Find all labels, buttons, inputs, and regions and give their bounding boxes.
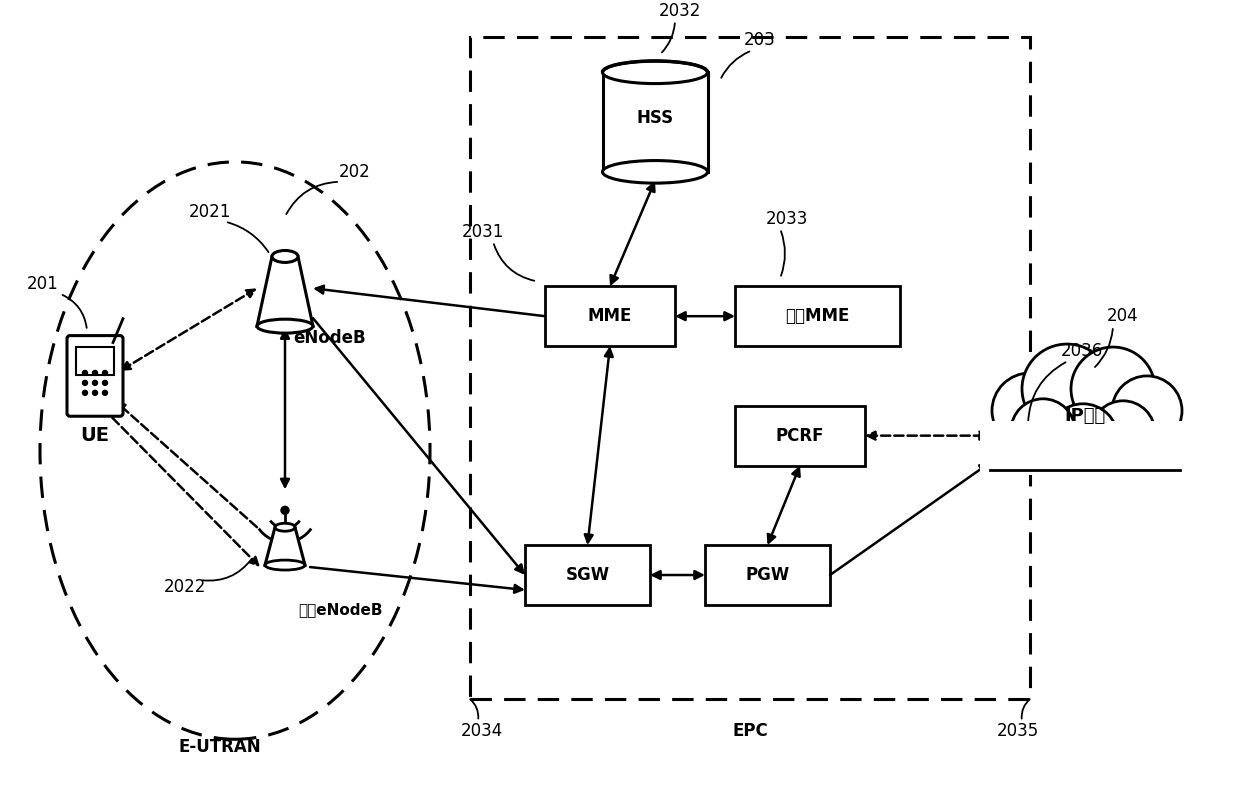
Text: UE: UE [81, 426, 109, 445]
Circle shape [1048, 403, 1118, 474]
Text: MME: MME [588, 307, 632, 325]
Circle shape [83, 371, 88, 376]
Bar [980, 421, 1190, 475]
Circle shape [1112, 376, 1182, 446]
Text: PGW: PGW [745, 566, 790, 584]
Circle shape [103, 371, 108, 376]
Bar [735, 406, 866, 466]
Text: 2022: 2022 [164, 578, 206, 596]
Text: 2036: 2036 [1061, 342, 1104, 360]
Circle shape [1071, 347, 1154, 431]
Bar [735, 286, 900, 346]
Ellipse shape [603, 61, 708, 84]
Circle shape [83, 380, 88, 385]
Circle shape [1091, 401, 1154, 464]
Text: 2033: 2033 [766, 209, 808, 228]
Text: 202: 202 [339, 163, 371, 181]
Circle shape [1022, 344, 1112, 434]
Ellipse shape [272, 251, 298, 262]
FancyBboxPatch shape [67, 336, 123, 416]
Circle shape [281, 507, 289, 515]
Circle shape [93, 380, 98, 385]
Text: SGW: SGW [565, 566, 610, 584]
Circle shape [93, 371, 98, 376]
Bar [603, 72, 708, 172]
Text: EPC: EPC [732, 722, 768, 741]
Text: 其它eNodeB: 其它eNodeB [298, 602, 382, 618]
Circle shape [83, 391, 88, 396]
Text: 2035: 2035 [997, 722, 1039, 741]
Text: E-UTRAN: E-UTRAN [179, 738, 262, 756]
Circle shape [103, 380, 108, 385]
Circle shape [992, 373, 1068, 448]
Polygon shape [265, 527, 305, 565]
Text: IP业务: IP业务 [1064, 407, 1106, 425]
Circle shape [103, 391, 108, 396]
Ellipse shape [257, 319, 312, 333]
Bar [76, 347, 114, 375]
Text: 2031: 2031 [461, 223, 505, 240]
Text: 2021: 2021 [188, 203, 231, 221]
Text: 203: 203 [744, 31, 776, 50]
Text: PCRF: PCRF [776, 427, 825, 445]
Ellipse shape [603, 161, 708, 183]
Text: 2032: 2032 [658, 2, 701, 20]
Text: HSS: HSS [636, 109, 673, 127]
Text: 其它MME: 其它MME [785, 307, 849, 325]
Bar [546, 286, 675, 346]
Text: eNodeB: eNodeB [294, 329, 366, 347]
Text: 201: 201 [27, 275, 58, 293]
Text: 2034: 2034 [461, 722, 503, 741]
Circle shape [1011, 399, 1075, 463]
Bar [525, 545, 650, 605]
Ellipse shape [275, 523, 295, 531]
Bar [470, 38, 1030, 699]
Bar [706, 545, 830, 605]
Ellipse shape [265, 560, 305, 570]
Polygon shape [257, 256, 312, 326]
Circle shape [93, 391, 98, 396]
Text: 204: 204 [1107, 307, 1138, 325]
